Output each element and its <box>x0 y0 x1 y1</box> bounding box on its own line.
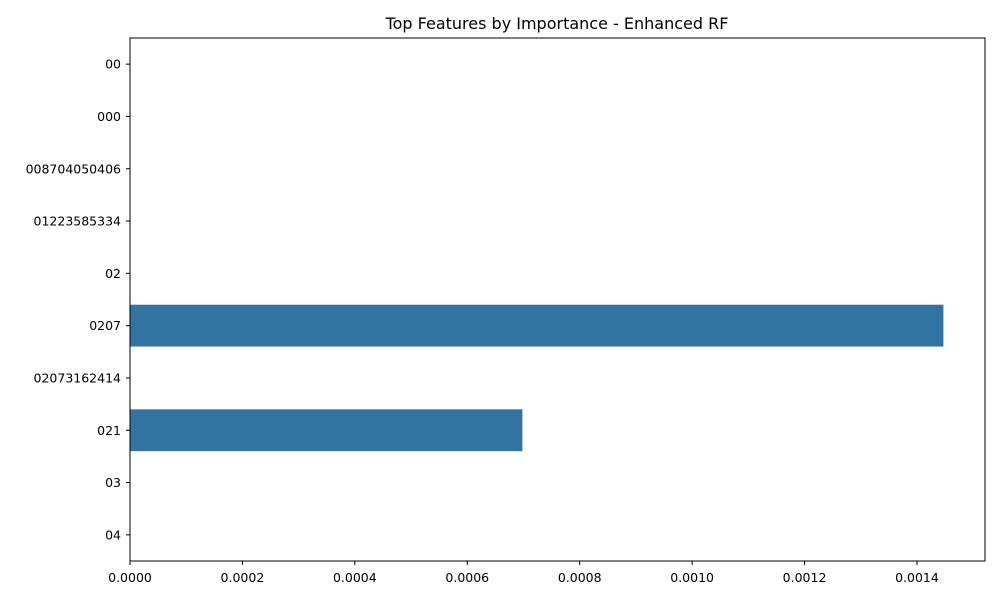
plot-frame <box>129 37 986 562</box>
y-tick-label: 008704050406 <box>26 161 121 176</box>
y-tick-label: 0207 <box>89 318 121 333</box>
bar-0207 <box>130 304 944 347</box>
y-tick-label: 000 <box>97 109 121 124</box>
y-tick-label: 03 <box>105 475 121 490</box>
x-tick-label: 0.0006 <box>445 570 489 585</box>
y-tick-label: 021 <box>97 423 121 438</box>
x-tick-label: 0.0014 <box>895 570 939 585</box>
bar-021 <box>130 409 523 452</box>
y-tick-label: 02073162414 <box>34 370 122 385</box>
y-tick-label: 04 <box>105 527 121 542</box>
x-tick-label: 0.0000 <box>108 570 152 585</box>
x-tick-label: 0.0008 <box>558 570 602 585</box>
y-tick-label: 01223585334 <box>34 214 122 229</box>
y-tick-label: 00 <box>105 57 121 72</box>
chart-title: Top Features by Importance - Enhanced RF <box>385 14 729 33</box>
bars-layer <box>130 304 944 452</box>
x-tick-label: 0.0002 <box>221 570 265 585</box>
x-tick-label: 0.0012 <box>783 570 827 585</box>
y-tick-label: 02 <box>105 266 121 281</box>
axes-layer: 0000000870405040601223585334020207020731… <box>26 37 986 585</box>
x-tick-label: 0.0004 <box>333 570 377 585</box>
x-tick-label: 0.0010 <box>670 570 714 585</box>
